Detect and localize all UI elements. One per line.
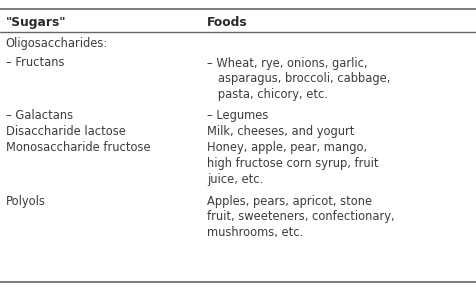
Text: Honey, apple, pear, mango,: Honey, apple, pear, mango, <box>207 141 367 154</box>
Text: pasta, chicory, etc.: pasta, chicory, etc. <box>207 88 328 101</box>
Text: Polyols: Polyols <box>6 194 46 208</box>
Text: "Sugars": "Sugars" <box>6 16 66 29</box>
Text: – Wheat, rye, onions, garlic,: – Wheat, rye, onions, garlic, <box>207 56 367 70</box>
Text: Milk, cheeses, and yogurt: Milk, cheeses, and yogurt <box>207 125 355 138</box>
Text: fruit, sweeteners, confectionary,: fruit, sweeteners, confectionary, <box>207 210 395 224</box>
Text: asparagus, broccoli, cabbage,: asparagus, broccoli, cabbage, <box>207 72 390 86</box>
Text: – Legumes: – Legumes <box>207 109 268 122</box>
Text: Oligosaccharides:: Oligosaccharides: <box>6 37 108 50</box>
Text: Disaccharide lactose: Disaccharide lactose <box>6 125 126 138</box>
Text: Monosaccharide fructose: Monosaccharide fructose <box>6 141 150 154</box>
Text: high fructose corn syrup, fruit: high fructose corn syrup, fruit <box>207 157 378 170</box>
Text: Foods: Foods <box>207 16 248 29</box>
Text: juice, etc.: juice, etc. <box>207 172 263 186</box>
Text: – Fructans: – Fructans <box>6 56 64 70</box>
Text: Apples, pears, apricot, stone: Apples, pears, apricot, stone <box>207 194 372 208</box>
Text: mushrooms, etc.: mushrooms, etc. <box>207 226 303 239</box>
Text: – Galactans: – Galactans <box>6 109 73 122</box>
